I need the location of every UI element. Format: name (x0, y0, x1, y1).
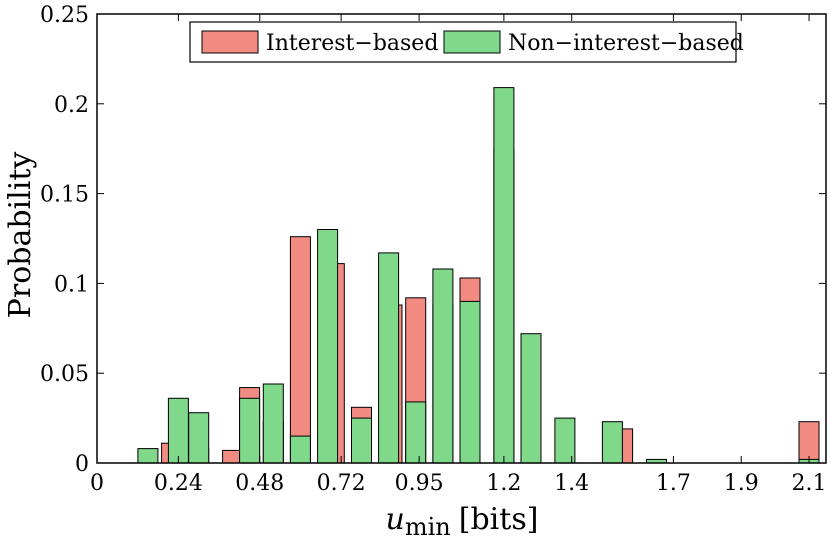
bar-non-interest-based (405, 401, 427, 464)
y-tick-label: 0.05 (40, 362, 89, 387)
bar-non-interest-based (459, 300, 481, 464)
y-tick-label: 0.15 (40, 183, 89, 208)
x-tick-label: 0.72 (317, 471, 366, 496)
bar-non-interest-based (239, 397, 261, 464)
bar-interest-based (289, 236, 311, 464)
ticks-layer: 0 0.24 0.48 0.72 0.95 1.2 1.4 1.7 1.9 2.1 0 0.05 0.1… (40, 3, 827, 496)
legend: Interest−based Non−interest−based (189, 21, 744, 63)
x-axis-label-main: u (386, 502, 405, 537)
bars-layer (137, 87, 820, 464)
legend-swatch-interest-based (201, 30, 259, 54)
x-axis-label-unit: [bits] (459, 502, 539, 537)
x-tick-label: 1.2 (486, 471, 521, 496)
bar-non-interest-based (351, 417, 372, 464)
bar-non-interest-based (493, 87, 515, 464)
bar-non-interest-based (137, 448, 159, 464)
x-tick-label: 0.95 (395, 471, 444, 496)
x-tick-label: 0.48 (235, 471, 284, 496)
y-tick-label: 0.1 (54, 272, 89, 297)
legend-swatch-non-interest-based (443, 30, 501, 54)
legend-label-non-interest-based: Non−interest−based (508, 31, 744, 56)
bar-non-interest-based (601, 421, 623, 464)
bar-non-interest-based (432, 268, 454, 464)
x-tick-label: 1.9 (724, 471, 759, 496)
x-axis-label-subscript: min (405, 513, 451, 541)
y-tick-label: 0 (75, 452, 89, 477)
x-axis-label: umin [bits] (386, 502, 539, 541)
bar-non-interest-based (520, 333, 542, 464)
y-axis-label: Probability (3, 152, 38, 319)
y-tick-label: 0.2 (54, 93, 89, 118)
bar-non-interest-based (378, 252, 400, 464)
x-tick-label: 2.1 (792, 471, 827, 496)
x-tick-label: 0 (90, 471, 104, 496)
y-tick-label: 0.25 (40, 3, 89, 28)
x-tick-label: 1.4 (554, 471, 589, 496)
bar-non-interest-based (317, 229, 339, 464)
plot-frame (96, 13, 827, 464)
x-tick-label: 1.7 (656, 471, 691, 496)
x-tick-label: 0.24 (154, 471, 203, 496)
bar-non-interest-based (167, 397, 189, 464)
legend-label-interest-based: Interest−based (266, 31, 438, 56)
bar-non-interest-based (262, 383, 284, 464)
bar-non-interest-based (289, 435, 311, 464)
bar-non-interest-based (188, 412, 210, 464)
